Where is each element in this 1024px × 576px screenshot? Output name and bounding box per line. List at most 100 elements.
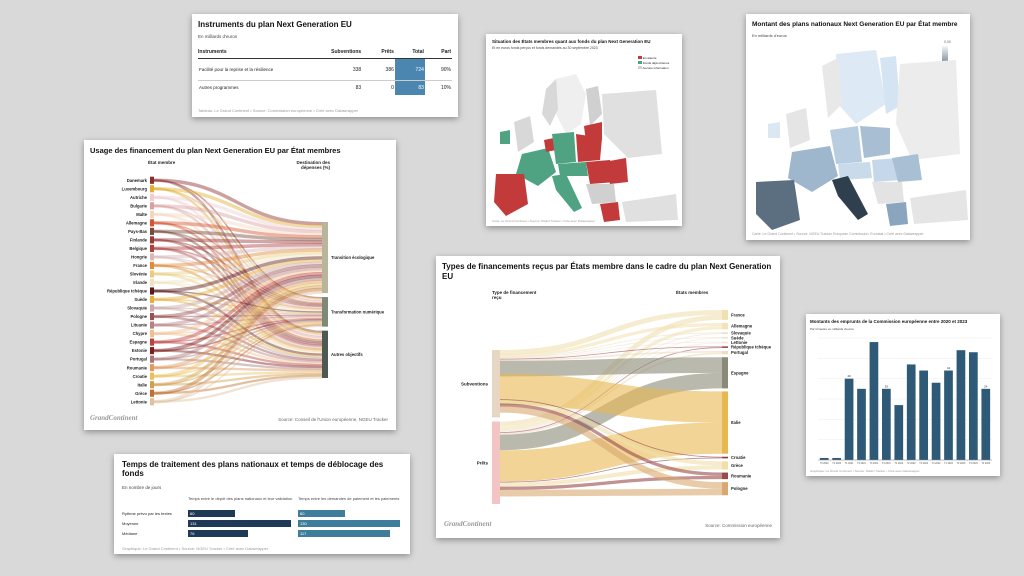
map-region-poland — [576, 134, 602, 162]
bar — [981, 388, 991, 460]
usage-state-label: République tchèque — [107, 289, 148, 294]
usage-flow — [153, 179, 323, 333]
usage-flow — [153, 238, 323, 346]
usage-state-node — [150, 338, 154, 346]
usage-flow — [153, 324, 323, 394]
x-tick-label: T4 2023 — [981, 462, 990, 465]
usage-flow — [153, 277, 323, 361]
map-region-germany — [830, 126, 862, 164]
usage-state-node — [150, 202, 154, 210]
types-source-label: Subventions — [461, 381, 488, 386]
row-subventions: 338 — [352, 66, 362, 73]
types-flow — [499, 373, 723, 423]
usage-flow — [153, 273, 323, 311]
types-state-node — [722, 482, 728, 496]
usage-flow — [153, 322, 323, 377]
usage-flow — [153, 256, 323, 309]
delais-bar: 60 — [298, 510, 346, 517]
usage-flow — [153, 239, 323, 307]
types-state-label: Lettonie — [731, 340, 748, 345]
map-region-central — [558, 162, 588, 176]
map-region-france — [516, 148, 556, 186]
usage-state-label: Croatie — [133, 374, 148, 379]
map-region-central — [838, 162, 872, 180]
usage-flow — [153, 357, 323, 370]
x-tick-label: T4 2022 — [932, 462, 941, 465]
map-region-germany — [552, 132, 576, 164]
usage-state-node — [150, 219, 154, 227]
usage-flow — [153, 272, 323, 353]
usage-destination-node — [322, 330, 328, 378]
types-flow — [499, 350, 723, 362]
bar-value-label: 44 — [947, 366, 951, 370]
montant-map-card: Montant des plans nationaux Next Generat… — [746, 14, 970, 240]
x-tick-label: T2 2021 — [857, 462, 866, 465]
types-state-label: Croatie — [731, 455, 746, 460]
types-flow — [499, 341, 723, 359]
usage-state-node — [150, 185, 154, 193]
montant-map — [756, 50, 968, 230]
bar — [956, 350, 966, 460]
usage-flow — [153, 298, 323, 314]
delais-bar: 60 — [188, 510, 236, 517]
usage-flow — [153, 245, 323, 259]
usage-state-node — [150, 193, 154, 201]
usage-flow — [153, 213, 323, 303]
map-region-east — [896, 60, 960, 160]
row-part: 10% — [440, 84, 451, 91]
usage-state-node — [150, 210, 154, 218]
usage-flow — [153, 316, 323, 335]
usage-flow — [153, 204, 323, 339]
table-header-row: Instruments Subventions Prêts Total Part — [198, 46, 452, 59]
types-flow — [499, 399, 723, 466]
types-left-header: Type de financement reçu — [492, 290, 537, 300]
row-prets: 386 — [385, 66, 394, 73]
usage-state-label: Grèce — [135, 391, 148, 396]
bar-value-label: 24 — [984, 384, 988, 388]
usage-flow — [153, 196, 323, 301]
bar — [969, 352, 978, 460]
usage-state-label: Slovénie — [130, 272, 148, 277]
row-total: 724 — [394, 58, 425, 81]
types-state-node — [722, 357, 728, 389]
delais-bar: 76 — [188, 530, 248, 537]
usage-state-node — [150, 364, 154, 372]
types-state-label: Allemagne — [731, 324, 753, 329]
delais-title: Temps de traitement des plans nationaux … — [122, 460, 384, 478]
map-region-north — [836, 50, 886, 124]
map-region-uk — [786, 108, 810, 148]
usage-state-node — [150, 330, 154, 338]
usage-state-label: Italie — [137, 382, 147, 387]
emprunts-chart: T3 2020 T4 2020 40 T1 2021 T2 2021 T3 2021 35 T… — [818, 337, 992, 465]
montant-map-footer: Carte: Le Grand Continent • Source: NGEU… — [752, 232, 924, 236]
x-tick-label: T4 2021 — [882, 462, 891, 465]
usage-right-header: Destination des dépenses (%) — [296, 160, 330, 170]
situation-map-subtitle: Et en euros fonds perçus et fonds demand… — [492, 46, 598, 50]
legend-item: Aucune information — [638, 66, 669, 71]
types-flow — [499, 322, 723, 358]
x-tick-label: T2 2023 — [957, 462, 966, 465]
usage-flow — [153, 321, 323, 369]
types-sankey: France Allemagne SlovaquieSuèdeLettonieRép… — [461, 310, 772, 504]
types-state-node — [722, 350, 728, 355]
delais-row-label: Rythme prévu par les textes — [122, 511, 172, 516]
instruments-table: Instruments Subventions Prêts Total Part… — [198, 46, 452, 95]
bar — [882, 388, 891, 460]
usage-state-label: Danemark — [127, 178, 148, 183]
types-state-label: Espagne — [731, 370, 749, 375]
usage-state-label: Portugal — [130, 357, 147, 362]
x-tick-label: T1 2023 — [944, 462, 953, 465]
x-tick-label: T3 2021 — [870, 462, 879, 465]
delais-footer: Graphique: Le Grand Continent • Source: … — [122, 546, 269, 551]
delais-row: Rythme prévu par les textes 60 60 — [114, 510, 410, 518]
row-prets: 0 — [391, 84, 394, 91]
usage-flow — [153, 238, 323, 244]
map-region-finland — [586, 86, 602, 126]
usage-flow — [153, 315, 323, 326]
usage-title: Usage des financement du plan Next Gener… — [90, 146, 341, 155]
bar-value-label: 35 — [885, 384, 889, 388]
usage-state-label: Luxembourg — [122, 186, 148, 191]
types-state-node — [722, 456, 728, 459]
usage-state-label: Lituanie — [131, 323, 148, 328]
usage-state-node — [150, 176, 154, 184]
